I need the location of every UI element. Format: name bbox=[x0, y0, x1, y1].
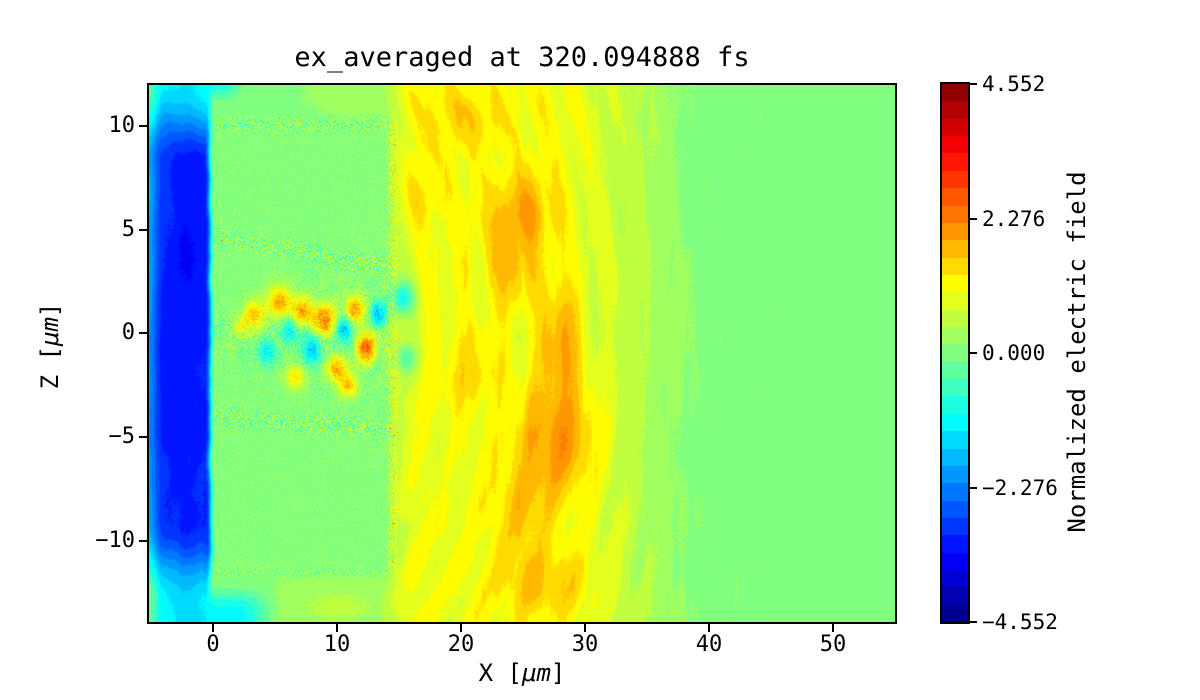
colorbar-tick-mark bbox=[970, 486, 977, 489]
y-tick-mark bbox=[139, 124, 147, 127]
colorbar-step bbox=[942, 396, 968, 414]
colorbar-step bbox=[942, 604, 968, 623]
y-tick-mark bbox=[139, 228, 147, 231]
x-tick-mark bbox=[831, 624, 834, 632]
colorbar-step bbox=[942, 240, 968, 258]
x-axis-unit: μm bbox=[522, 659, 551, 687]
x-tick-mark bbox=[211, 624, 214, 632]
colorbar-step bbox=[942, 517, 968, 536]
colorbar-step bbox=[942, 205, 968, 223]
x-tick-label: 30 bbox=[571, 632, 599, 657]
colorbar-step bbox=[942, 309, 968, 328]
colorbar-step bbox=[942, 379, 968, 397]
x-tick-label: 20 bbox=[447, 632, 475, 657]
x-tick-label: 40 bbox=[695, 632, 723, 657]
colorbar-step bbox=[942, 222, 968, 241]
colorbar-step bbox=[942, 257, 968, 275]
colorbar-step bbox=[942, 188, 968, 206]
colorbar-tick-mark bbox=[970, 621, 977, 623]
y-tick-label: 10 bbox=[108, 112, 136, 138]
colorbar bbox=[940, 82, 970, 624]
colorbar-step bbox=[942, 465, 968, 484]
x-tick-mark bbox=[707, 624, 710, 632]
colorbar-step bbox=[942, 292, 968, 310]
chart-title: ex_averaged at 320.094888 fs bbox=[294, 42, 750, 73]
colorbar-step bbox=[942, 448, 968, 466]
colorbar-tick-label: 4.552 bbox=[982, 72, 1046, 96]
x-tick-label: 10 bbox=[323, 632, 351, 657]
x-axis-label-close: ] bbox=[550, 659, 566, 687]
x-axis-label: X [μm] bbox=[149, 659, 895, 691]
x-axis-label-text: X [ bbox=[478, 659, 522, 687]
colorbar-step bbox=[942, 170, 968, 189]
heatmap-canvas bbox=[149, 85, 895, 622]
x-tick-label: 50 bbox=[819, 632, 847, 657]
colorbar-step bbox=[942, 361, 968, 380]
colorbar-step bbox=[942, 570, 968, 588]
x-tick-mark bbox=[335, 624, 338, 632]
colorbar-step bbox=[942, 552, 968, 571]
colorbar-tick-label: 0.000 bbox=[982, 341, 1046, 365]
colorbar-step bbox=[942, 101, 968, 119]
y-axis-label-text: Z [ bbox=[36, 346, 64, 390]
colorbar-step bbox=[942, 413, 968, 432]
x-tick-mark bbox=[459, 624, 462, 632]
colorbar-step bbox=[942, 535, 968, 553]
y-tick-label: 5 bbox=[121, 216, 135, 242]
x-tick-label: 0 bbox=[206, 632, 220, 657]
colorbar-tick-mark bbox=[970, 217, 977, 220]
y-tick-mark bbox=[139, 435, 147, 438]
colorbar-tick-label: −2.276 bbox=[982, 475, 1058, 500]
colorbar-tick-mark bbox=[970, 352, 977, 354]
colorbar-step bbox=[942, 344, 968, 362]
y-tick-mark bbox=[139, 539, 147, 542]
colorbar-step bbox=[942, 136, 968, 154]
colorbar-step bbox=[942, 431, 968, 449]
colorbar-step bbox=[942, 327, 968, 345]
plot-area bbox=[147, 83, 897, 624]
colorbar-step bbox=[942, 500, 968, 518]
colorbar-step bbox=[942, 84, 968, 102]
y-tick-label: −10 bbox=[95, 527, 135, 553]
colorbar-step bbox=[942, 587, 968, 605]
y-tick-label: −5 bbox=[108, 423, 136, 449]
y-tick-mark bbox=[139, 332, 147, 335]
y-axis-label-close: ] bbox=[36, 302, 64, 318]
colorbar-tick-label: 2.276 bbox=[982, 206, 1046, 231]
colorbar-tick-mark bbox=[970, 83, 977, 85]
x-tick-mark bbox=[583, 624, 586, 632]
colorbar-step bbox=[942, 483, 968, 501]
colorbar-step bbox=[942, 153, 968, 171]
y-axis-unit: μm bbox=[36, 317, 64, 346]
colorbar-step bbox=[942, 274, 968, 293]
y-tick-label: 0 bbox=[121, 320, 135, 346]
colorbar-tick-label: −4.552 bbox=[982, 610, 1058, 634]
colorbar-step bbox=[942, 118, 968, 137]
